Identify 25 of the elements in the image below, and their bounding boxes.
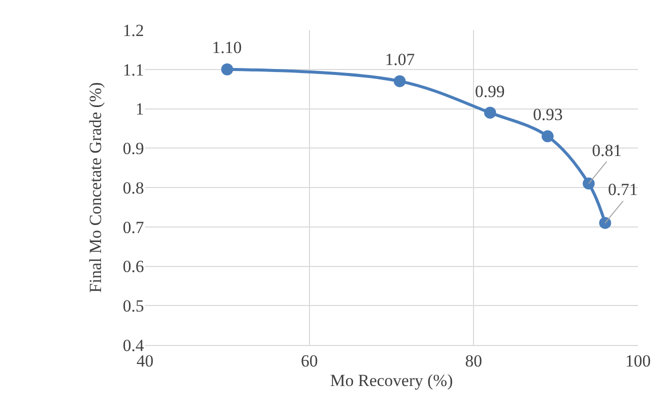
point xyxy=(484,106,496,119)
y-tick-label: 1.2 xyxy=(122,20,144,40)
data-label: 0.81 xyxy=(592,141,622,160)
point xyxy=(221,63,234,76)
point xyxy=(542,130,554,142)
x-tick-label: 60 xyxy=(300,351,318,370)
point xyxy=(394,75,406,88)
point xyxy=(582,178,595,190)
y-tick-label: 1 xyxy=(136,100,144,119)
data-label: 1.10 xyxy=(212,38,242,57)
y-tick-label: 1.1 xyxy=(122,60,144,80)
y-tick-label: 0.9 xyxy=(122,139,144,158)
x-tick-label: 100 xyxy=(625,351,651,370)
point xyxy=(599,216,612,229)
y-tick-label: 0.8 xyxy=(122,178,144,198)
data-label: 0.71 xyxy=(608,180,638,199)
y-tick-label: 0.6 xyxy=(122,257,144,276)
y-axis-title: Final Mo Concetate Grade (%) xyxy=(86,82,105,293)
data-label: 1.07 xyxy=(385,50,416,69)
data-label: 0.93 xyxy=(533,105,563,124)
data-label: 0.99 xyxy=(475,82,505,101)
y-tick-label: 0.5 xyxy=(122,296,144,316)
y-tick-label: 0.7 xyxy=(122,218,144,237)
x-axis-title: Mo Recovery (%) xyxy=(330,370,453,390)
x-tick-label: 80 xyxy=(465,351,482,370)
